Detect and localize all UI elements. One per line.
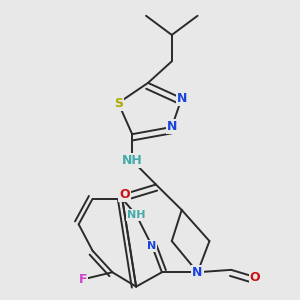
Text: N: N <box>167 121 177 134</box>
Text: N: N <box>192 266 203 279</box>
Text: S: S <box>114 97 123 110</box>
Text: N: N <box>147 241 157 251</box>
Text: NH: NH <box>127 210 146 220</box>
Text: NH: NH <box>122 154 142 167</box>
Text: O: O <box>250 271 260 284</box>
Text: F: F <box>78 273 87 286</box>
Text: N: N <box>176 92 187 105</box>
Text: O: O <box>119 188 130 201</box>
